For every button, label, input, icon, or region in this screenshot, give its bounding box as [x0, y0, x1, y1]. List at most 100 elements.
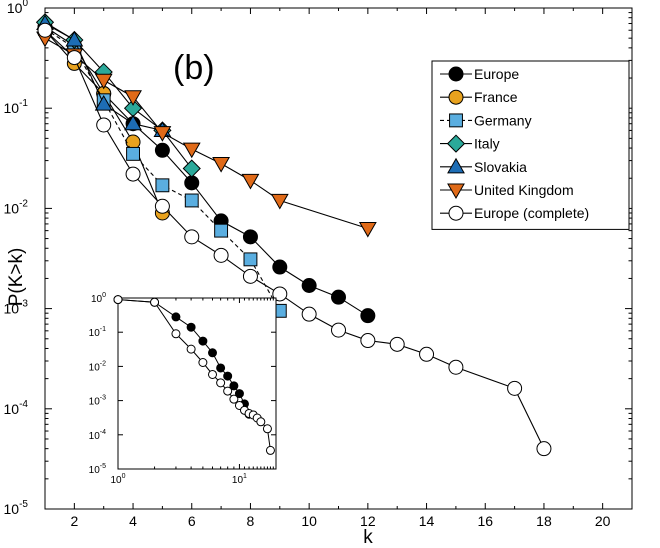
inset-y-tick-label: 100: [91, 292, 106, 305]
legend-marker: [448, 66, 464, 82]
main-plot: 2 4 6 8 10 12 14 16 18 20 10-5 10-4 10-3 10-2 10-1 100: [4, 0, 633, 529]
inset-series-open: [113, 295, 275, 455]
y-tick-label: 10-1: [4, 98, 29, 116]
y-tick-label: 10-4: [4, 399, 29, 417]
x-tick-label: 6: [188, 513, 196, 529]
inset-y-tick-label: 10-1: [89, 326, 106, 339]
x-tick-label: 2: [70, 513, 78, 529]
inset-data-point: [208, 348, 218, 358]
legend-marker: [447, 183, 465, 200]
data-point: [419, 346, 435, 362]
data-point: [272, 259, 288, 275]
legend-label: Italy: [474, 136, 500, 152]
data-point: [126, 146, 140, 161]
series-europe-complete: [37, 22, 552, 457]
x-tick-label: 20: [595, 513, 611, 529]
data-point: [155, 178, 170, 193]
x-tick-label: 10: [301, 513, 317, 529]
data-point: [241, 173, 260, 190]
inset-x-tick-label: 100: [110, 473, 125, 486]
inset-data-point: [171, 329, 181, 339]
inset-data-point: [113, 295, 123, 305]
legend-label: Germany: [474, 112, 532, 128]
legend-label: Europe (complete): [474, 205, 589, 221]
data-point: [154, 198, 170, 214]
data-point: [272, 286, 288, 302]
data-point: [243, 252, 258, 267]
data-point: [94, 94, 113, 111]
data-point: [37, 22, 53, 38]
data-point: [184, 193, 199, 208]
inset-data-point: [186, 344, 196, 354]
data-point: [182, 159, 201, 178]
y-tick-label: 100: [7, 0, 29, 16]
inset-data-point: [186, 322, 196, 332]
data-point: [331, 322, 346, 338]
inset-y-tick-label: 10-2: [89, 360, 106, 373]
series-united-kingdom: [36, 31, 377, 238]
data-point: [389, 336, 405, 352]
x-tick-label: 4: [129, 513, 137, 529]
data-point: [358, 221, 377, 238]
legend-entry: Italy: [440, 134, 500, 153]
series-italy: [35, 13, 201, 178]
legend-entry: France: [440, 89, 518, 105]
data-point: [125, 166, 141, 182]
x-tick-label: 12: [360, 513, 376, 529]
legend-label: Europe: [474, 66, 519, 82]
inset-data-point: [265, 445, 275, 455]
legend-entry: Europe (complete): [440, 205, 589, 221]
legend-marker: [449, 113, 463, 128]
legend-marker: [448, 205, 464, 221]
data-point: [154, 142, 170, 158]
inset-data-point: [216, 363, 226, 373]
inset-data-point: [223, 386, 233, 396]
y-tick-label: 10-3: [4, 299, 29, 317]
legend-marker: [447, 157, 465, 174]
inset-data-point: [208, 369, 218, 379]
y-tick-label: 10-2: [4, 198, 29, 216]
data-point: [125, 134, 141, 150]
inset-data-point: [229, 381, 239, 391]
data-point: [331, 289, 346, 305]
y-tick-label: 10-5: [4, 499, 29, 517]
data-point: [182, 142, 201, 159]
data-point: [153, 126, 172, 142]
legend-box: [431, 60, 630, 230]
inset-data-point: [256, 417, 266, 427]
data-point: [301, 306, 317, 322]
data-point: [94, 73, 113, 90]
legend-entry: United Kingdom: [440, 182, 574, 200]
x-tick-label: 16: [477, 513, 493, 529]
legend-label: Slovakia: [474, 159, 527, 175]
legend-label: United Kingdom: [474, 182, 574, 198]
x-tick-label: 18: [536, 513, 552, 529]
data-point: [65, 30, 84, 47]
data-point: [124, 90, 142, 106]
panel-label: (b): [173, 49, 215, 87]
data-point: [360, 333, 376, 349]
inset-data-point: [198, 336, 208, 346]
data-point: [270, 193, 289, 210]
legend-label: France: [474, 89, 518, 105]
inset-data-point: [198, 358, 208, 368]
data-point: [536, 441, 552, 457]
data-point: [124, 114, 142, 131]
inset-data-point: [216, 378, 226, 388]
legend: Europe France Germany Italy Slovakia United K…: [431, 60, 630, 230]
inset-frame: [117, 297, 277, 470]
data-point: [507, 380, 523, 396]
legend-entry: Slovakia: [440, 157, 527, 175]
inset-data-point: [262, 424, 272, 434]
inset-x-tick-label: 101: [232, 473, 247, 486]
data-point: [66, 50, 82, 66]
data-point: [448, 359, 464, 375]
data-point: [360, 308, 376, 324]
legend-entry: Germany: [440, 112, 532, 128]
data-point: [184, 229, 200, 245]
series-line: [44, 37, 369, 230]
inset-plot: 100 101 10-5 10-4 10-3 10-2 10-1 100: [89, 292, 277, 486]
inset-data-point: [150, 297, 160, 307]
legend-marker: [446, 134, 466, 153]
